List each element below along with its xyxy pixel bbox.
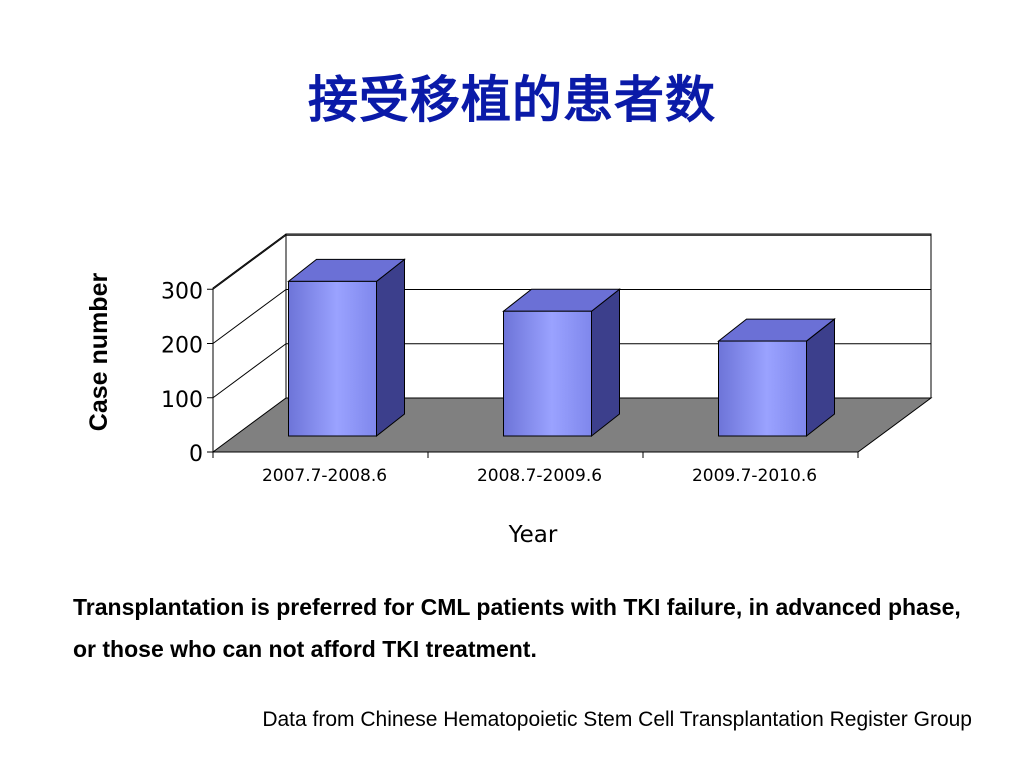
gridline-left xyxy=(212,289,287,344)
slide-title: 接受移植的患者数 xyxy=(308,71,716,129)
data-source: Data from Chinese Hematopoietic Stem Cel… xyxy=(262,708,972,731)
slide-note: Transplantation is preferred for CML pat… xyxy=(73,594,961,662)
back-wall xyxy=(285,233,932,398)
x-tick-label: 2009.7-2010.6 xyxy=(692,466,817,486)
x-tick-label: 2007.7-2008.6 xyxy=(262,466,387,486)
x-axis-ticks: 2007.7-2008.6 2008.7-2009.6 2009.7-2010.6 xyxy=(212,452,859,486)
y-tick-label: 0 xyxy=(189,442,203,467)
x-axis-label: Year xyxy=(508,522,558,548)
bar-side xyxy=(376,258,405,438)
y-tick-label: 300 xyxy=(161,279,203,304)
bar xyxy=(288,280,377,437)
x-tick-label: 2008.7-2009.6 xyxy=(477,466,602,486)
y-tick-label: 200 xyxy=(161,334,203,359)
bar xyxy=(718,340,807,437)
bar-side xyxy=(591,288,620,438)
gridline-left xyxy=(212,343,287,399)
y-tick-label: 100 xyxy=(161,388,203,413)
y-axis-label: Case number xyxy=(85,273,113,432)
y-axis-ticks: 0 100 200 300 xyxy=(161,279,213,467)
bar xyxy=(503,310,592,437)
chart-bars xyxy=(287,258,836,438)
gridline-left xyxy=(212,234,287,290)
